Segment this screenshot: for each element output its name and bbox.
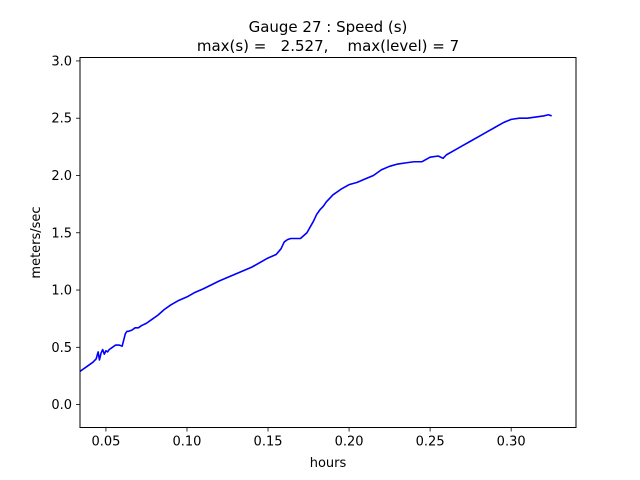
chart-title: Gauge 27 : Speed (s) xyxy=(249,18,408,36)
x-tick-label: 0.20 xyxy=(335,435,364,450)
x-axis-label: hours xyxy=(310,456,347,471)
y-tick-label: 1.0 xyxy=(51,284,72,299)
x-tick-label: 0.15 xyxy=(254,435,283,450)
y-axis-label: meters/sec xyxy=(29,206,44,278)
series-line-0 xyxy=(79,113,552,373)
x-axis: 0.05 0.10 0.15 0.20 0.25 0.30 xyxy=(91,427,526,450)
y-tick-label: 1.5 xyxy=(51,226,72,241)
chart-subtitle: max(s) = 2.527, max(level) = 7 xyxy=(197,37,459,55)
x-tick-label: 0.05 xyxy=(91,435,120,450)
y-axis: 0.0 0.5 1.0 1.5 2.0 2.5 3.0 xyxy=(51,54,80,413)
x-tick-label: 0.10 xyxy=(173,435,202,450)
plot-frame xyxy=(79,57,577,428)
y-tick-label: 2.5 xyxy=(51,112,72,127)
y-tick-label: 3.0 xyxy=(51,54,72,69)
x-tick-label: 0.25 xyxy=(416,435,445,450)
y-tick-label: 2.0 xyxy=(51,169,72,184)
y-tick-label: 0.5 xyxy=(51,341,72,356)
y-tick-label: 0.0 xyxy=(51,398,72,413)
x-tick-label: 0.30 xyxy=(497,435,526,450)
